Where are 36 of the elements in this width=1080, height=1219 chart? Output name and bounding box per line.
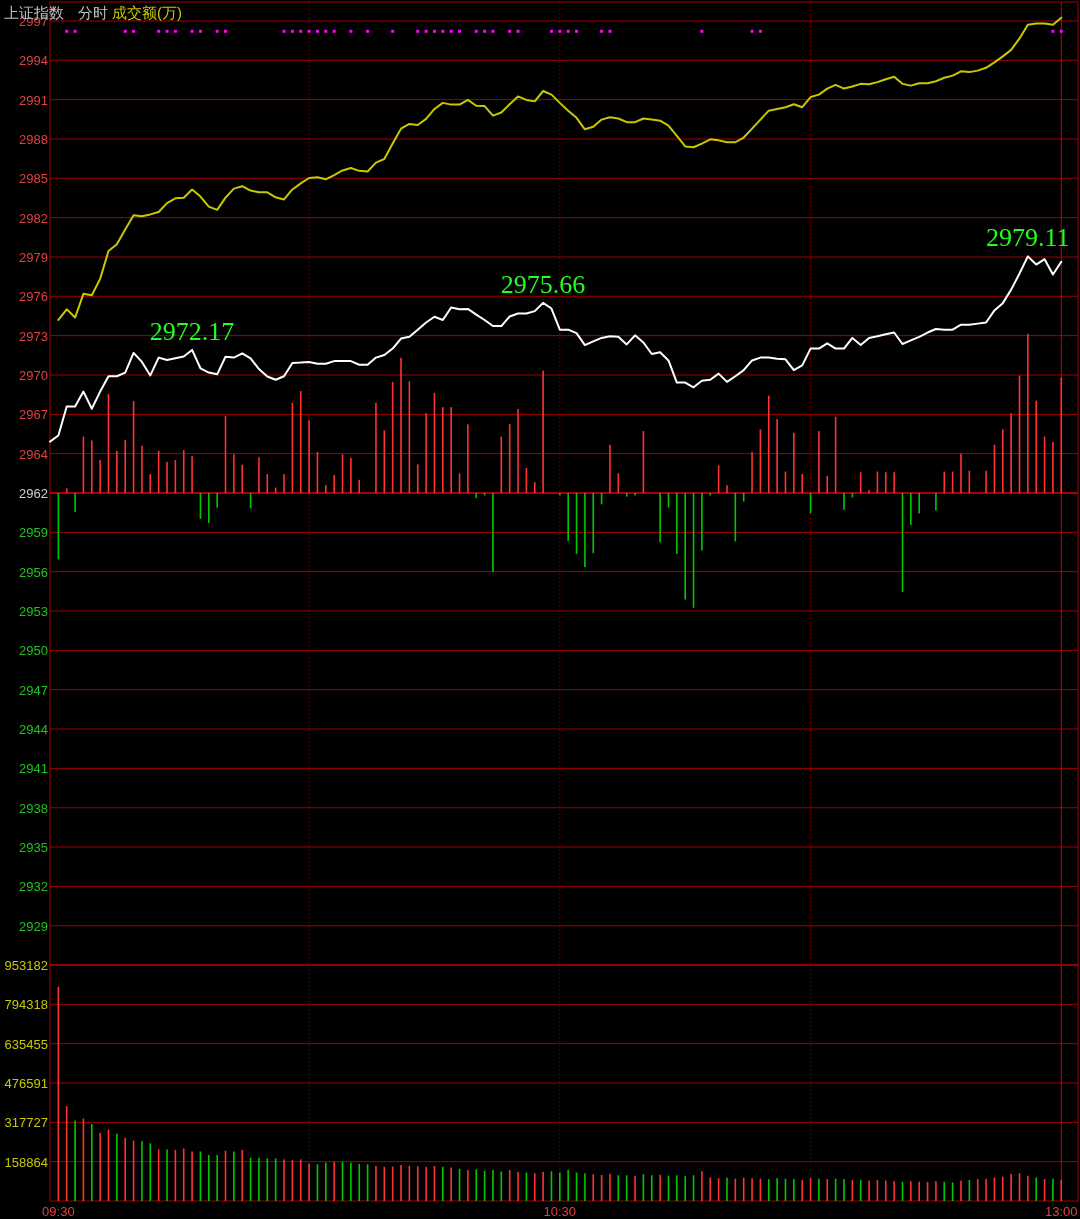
y-tick-label: 2935 <box>19 840 48 855</box>
annotation: 成交额(万) <box>112 4 182 21</box>
y-tick-label: 2956 <box>19 564 48 580</box>
annotation: 2975.66 <box>500 269 586 299</box>
y-tick-label: 2947 <box>19 682 48 698</box>
y-tick-label: 2950 <box>19 643 48 659</box>
y-tick-label: 2967 <box>19 407 48 423</box>
y-tick-label: 2994 <box>19 53 48 69</box>
y-tick-label: 2959 <box>19 525 48 541</box>
y-tick-label: 2973 <box>19 328 48 344</box>
y-tick-label: 2988 <box>19 132 48 148</box>
y-tick-label: 635455 <box>4 1036 48 1052</box>
annotation: 2972.17 <box>149 316 235 346</box>
chart-subtitle: 分时 <box>78 4 108 21</box>
y-tick-label: 2953 <box>19 604 48 620</box>
y-tick-label: 2982 <box>19 210 48 226</box>
x-tick-label: 09:30 <box>42 1204 75 1219</box>
y-tick-label: 2938 <box>19 800 48 816</box>
x-tick-label: 13:00 <box>1045 1204 1078 1219</box>
y-tick-label: 2929 <box>19 918 48 934</box>
y-tick-label: 2991 <box>19 92 48 108</box>
y-tick-label: 2932 <box>19 879 48 895</box>
y-tick-label: 2979 <box>19 250 48 266</box>
y-tick-label: 794318 <box>4 997 48 1013</box>
y-tick-label: 2976 <box>19 289 48 305</box>
y-tick-label: 2970 <box>19 368 48 384</box>
y-tick-label: 317727 <box>4 1115 48 1131</box>
y-tick-label: 2944 <box>19 722 48 737</box>
x-tick-label: 10:30 <box>543 1204 577 1219</box>
y-tick-label: 476591 <box>4 1076 48 1091</box>
y-tick-label: 2964 <box>19 446 48 462</box>
y-tick-label: 953182 <box>4 958 48 973</box>
y-tick-label: 2941 <box>19 761 48 777</box>
y-tick-label: 158864 <box>4 1154 48 1170</box>
y-tick-label: 2962 <box>19 486 48 502</box>
y-tick-label: 2985 <box>19 171 48 187</box>
